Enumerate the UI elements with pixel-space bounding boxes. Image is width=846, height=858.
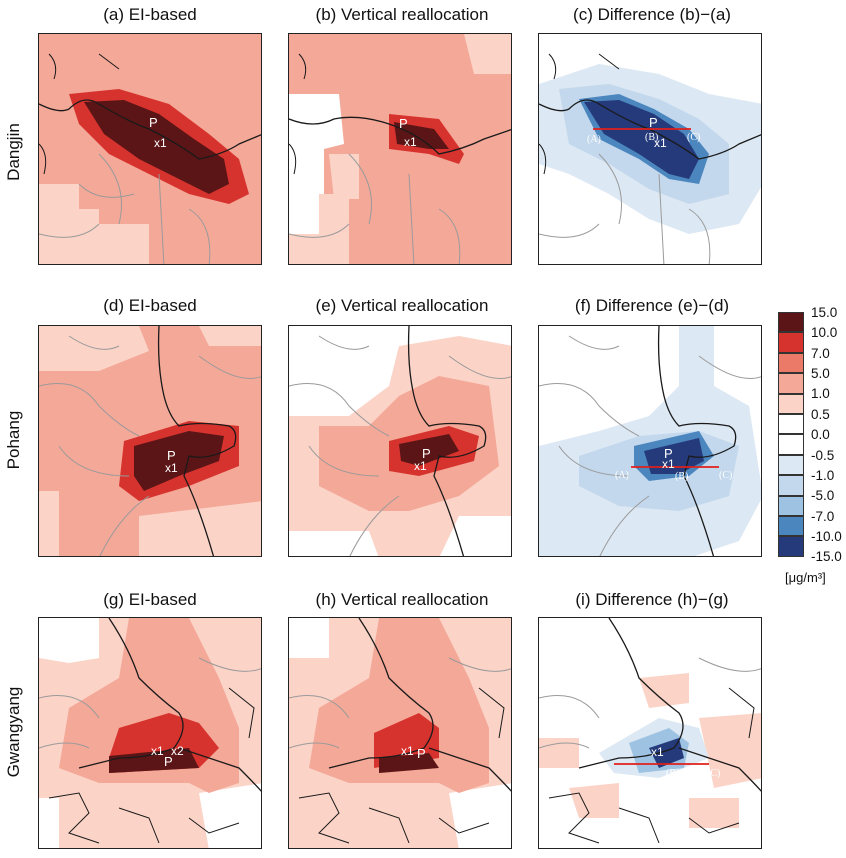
row-label-pohang: Pohang [4,410,23,470]
colorbar-label: 0.5 [811,407,830,422]
panel-title-d: (d) EI-based [103,296,197,315]
colorbar-label: 7.0 [811,346,830,361]
panel-title-g: (g) EI-based [103,590,197,609]
marker-x1: x1 [404,135,417,149]
colorbar-label: 15.0 [811,305,838,320]
panel-title-e: (e) Vertical reallocation [315,296,489,315]
colorbar-swatch [778,352,804,374]
marker-x1: x1 [651,745,664,759]
section-point-c: (C) [687,132,700,143]
marker-p: P [649,115,658,130]
colorbar-swatch [778,373,804,394]
panel-title-c: (c) Difference (b)−(a) [573,5,731,24]
colorbar-swatch [778,475,804,496]
map-panel-b: P x1 [288,33,512,265]
marker-x1: x1 [154,136,167,150]
section-point-b: (B) [666,768,679,779]
marker-p: P [417,746,426,761]
map-panel-d: P x1 [38,325,262,557]
marker-p: P [167,448,176,463]
section-point-a: (A) [587,134,601,145]
colorbar-label: 10.0 [811,325,838,340]
marker-x1: x1 [401,744,414,758]
marker-p: P [664,446,673,461]
marker-x1: x1 [165,461,178,475]
map-panel-i: x1 (B) (C) [538,617,762,849]
map-panel-c: P x1 (A) (B) (C) [538,33,762,265]
map-panel-e: P x1 [288,325,512,557]
colorbar-label: -1.0 [811,468,835,483]
colorbar-label: -15.0 [811,549,842,564]
colorbar-label: 1.0 [811,386,830,401]
colorbar-swatch [778,434,804,455]
colorbar-swatch [778,454,804,476]
colorbar-label: -0.5 [811,448,835,463]
colorbar-swatch [778,536,804,557]
row-label-gwangyang: Gwangyang [4,686,23,778]
section-point-a: (A) [615,470,629,481]
colorbar-swatch [778,413,804,435]
marker-x1: x1 [662,457,675,471]
colorbar-label: 5.0 [811,366,830,381]
panel-title-b: (b) Vertical reallocation [315,5,489,24]
colorbar-label: -5.0 [811,488,835,503]
marker-p: P [149,115,158,130]
marker-p: P [399,116,408,131]
panel-title-a: (a) EI-based [103,5,197,24]
colorbar-swatch [778,515,804,537]
colorbar-label: -7.0 [811,509,835,524]
section-point-c: (C) [707,768,720,779]
colorbar-label: -10.0 [811,529,842,544]
map-panel-f: P x1 (A) (B) (C) [538,325,762,557]
colorbar-swatch [778,312,804,333]
colorbar-label: 0.0 [811,427,830,442]
section-point-b: (B) [675,471,688,482]
map-panel-g: P x1 x2 [38,617,262,849]
marker-p: P [422,446,431,461]
section-point-b: (B) [645,132,658,143]
panel-title-h: (h) Vertical reallocation [315,590,489,609]
row-label-dangjin: Dangjin [4,123,23,181]
colorbar-swatch [778,495,804,516]
map-panel-a: P x1 [38,33,262,265]
colorbar-swatch [778,332,804,353]
section-point-c: (C) [719,470,732,481]
panel-title-i: (i) Difference (h)−(g) [575,590,729,609]
marker-p: P [164,754,173,769]
panel-title-f: (f) Difference (e)−(d) [574,296,730,315]
marker-x1: x1 [151,744,164,758]
colorbar-swatch [778,393,804,414]
marker-x2: x2 [171,744,184,758]
map-panel-h: x1 P [288,617,512,849]
colorbar [778,312,804,557]
marker-x1: x1 [414,459,427,473]
marker-x1: x1 [654,136,667,150]
colorbar-unit: [μg/m³] [785,570,826,585]
